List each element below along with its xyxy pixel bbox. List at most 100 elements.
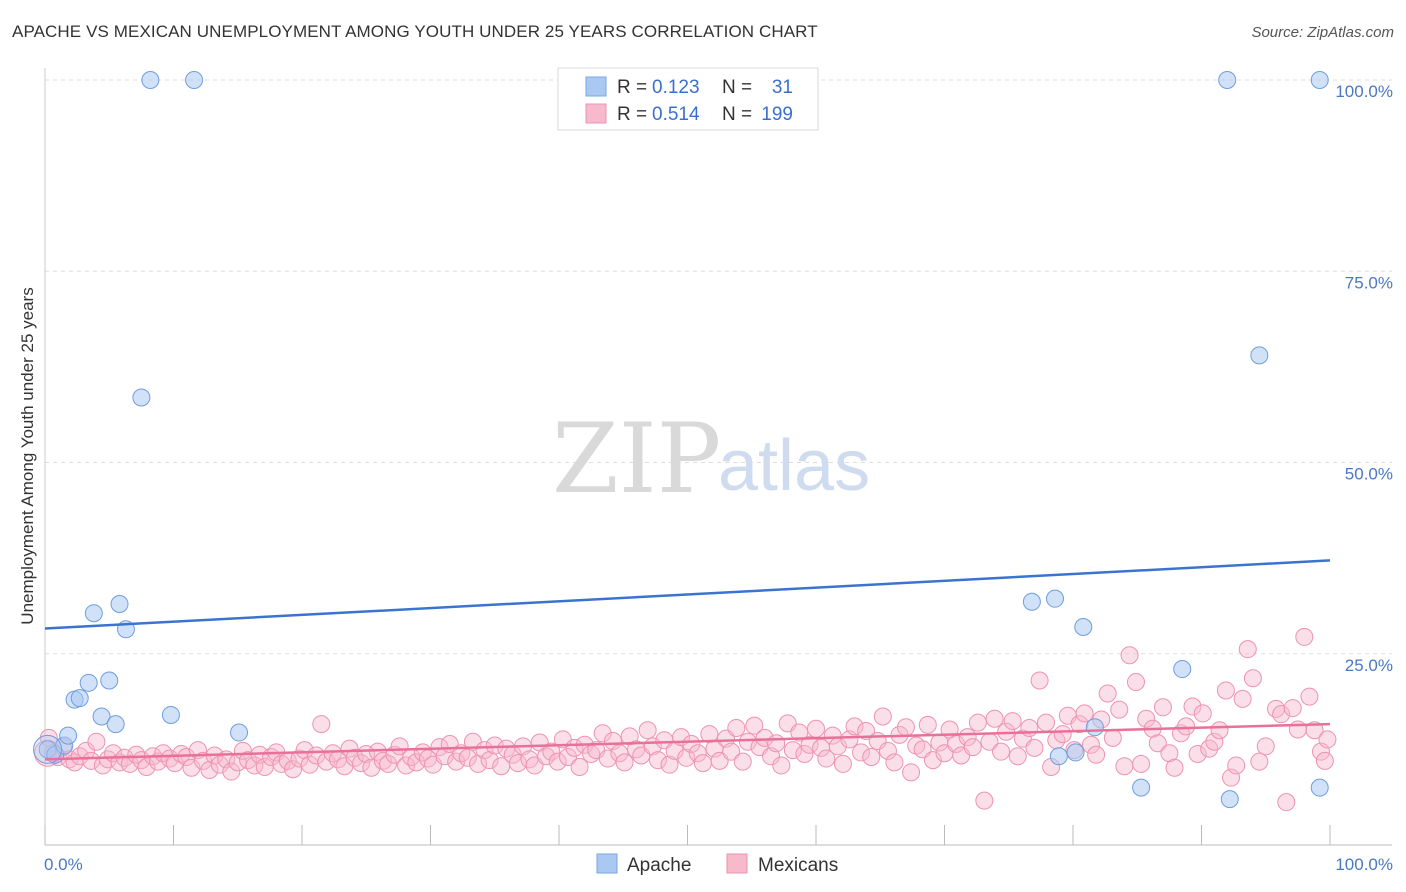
apache-point [79, 673, 98, 692]
mexicans-point [660, 755, 679, 774]
apache-point [1074, 617, 1093, 636]
mexicans-point [1227, 756, 1246, 775]
mexicans-point [1008, 747, 1027, 766]
mexicans-point [458, 748, 477, 767]
mexicans-point [923, 751, 942, 770]
mexicans-point [688, 744, 707, 763]
watermark: ZIP atlas [552, 403, 870, 515]
bottom-legend-swatch-mexicans [726, 853, 748, 874]
mexicans-point [722, 742, 741, 761]
tick-labels: 100.0% 75.0% 50.0% 25.0% 0.0% 100.0% [44, 82, 1393, 874]
mexicans-point [1081, 735, 1100, 754]
apache-point [1049, 747, 1068, 766]
apache-point [70, 689, 89, 708]
apache-point [84, 604, 103, 623]
mexicans-point [284, 760, 303, 779]
y-tick-label: 25.0% [1345, 656, 1393, 675]
mexicans-point [1183, 697, 1202, 716]
bottom-legend-label-apache: Apache [627, 855, 691, 876]
apache-point [1250, 346, 1269, 365]
legend: R = 0.123 N = 31 R = 0.514 N = 199 [557, 67, 819, 131]
mexicans-point [177, 748, 196, 767]
mexicans-point [1025, 738, 1044, 757]
mexicans-point [727, 718, 746, 737]
mexicans-point [755, 728, 774, 747]
mexicans-point [1103, 728, 1122, 747]
mexicans-point [1087, 745, 1106, 764]
legend-n-value-apache: 31 [772, 77, 793, 98]
apache-point [185, 71, 204, 89]
mexicans-point [447, 752, 466, 771]
watermark-atlas: atlas [718, 426, 870, 506]
mexicans-trend-line [44, 722, 1331, 761]
mexicans-point [1216, 681, 1235, 700]
watermark-zip: ZIP [552, 403, 721, 515]
mexicans-point [878, 741, 897, 760]
mexicans-point [1188, 744, 1207, 763]
mexicans-point [620, 727, 639, 746]
mexicans-point [475, 741, 494, 760]
axes [44, 68, 1392, 846]
mexicans-point [1132, 754, 1151, 773]
mexicans-point [790, 723, 809, 742]
apache-point [132, 388, 151, 407]
legend-swatch-apache [585, 76, 607, 97]
mexicans-point [1110, 700, 1129, 719]
apache-point [1132, 778, 1151, 797]
mexicans-point [1053, 725, 1072, 744]
chart-title: APACHE VS MEXICAN UNEMPLOYMENT AMONG YOU… [12, 22, 818, 41]
mexicans-point [693, 754, 712, 773]
mexicans-point [373, 751, 392, 770]
mexicans-point [1205, 732, 1224, 751]
mexicans-point [772, 756, 791, 775]
y-axis-label: Unemployment Among Youth under 25 years [18, 287, 37, 624]
x-tick-label: 0.0% [44, 855, 83, 874]
mexicans-point [738, 732, 757, 751]
apache-point [100, 671, 119, 690]
mexicans-point [1277, 793, 1296, 812]
y-tick-label: 75.0% [1345, 273, 1393, 292]
mexicans-point [677, 748, 696, 767]
mexicans-point [615, 753, 634, 772]
mexicans-point [194, 751, 213, 770]
mexicans-point [87, 732, 106, 751]
apache-point [161, 705, 180, 724]
legend-r-value-apache: 0.123 [652, 77, 700, 98]
mexicans-point [963, 738, 982, 757]
mexicans-point [1243, 669, 1262, 688]
mexicans-point [1165, 758, 1184, 777]
apache-trend-line [44, 559, 1331, 630]
mexicans-point [851, 743, 870, 762]
mexicans-point [1148, 734, 1167, 753]
apache-point [110, 595, 129, 614]
y-tick-label: 50.0% [1345, 465, 1393, 484]
legend-r-label-apache: R = [617, 77, 647, 98]
mexicans-point [542, 742, 561, 761]
mexicans-point [1120, 646, 1139, 665]
mexicans-point [885, 753, 904, 772]
apache-point [106, 715, 125, 734]
apache-point [92, 707, 111, 726]
mexicans-point [593, 724, 612, 743]
trend-lines [44, 559, 1331, 761]
mexicans-point [1153, 698, 1172, 717]
mexicans-point [745, 716, 764, 735]
mexicans-point [968, 713, 987, 732]
mexicans-point [700, 725, 719, 744]
apache-point [1046, 589, 1065, 608]
mexicans-point [985, 709, 1004, 728]
mexicans-point [648, 751, 667, 770]
mexicans-point [1283, 699, 1302, 718]
bottom-legend-label-mexicans: Mexicans [758, 855, 838, 876]
mexicans-point [1272, 705, 1291, 724]
mexicans-point [1233, 689, 1252, 708]
mexicans-point [1210, 721, 1229, 740]
bottom-legend: Apache Mexicans [596, 853, 838, 876]
mexicans-point [733, 752, 752, 771]
legend-swatch-mexicans [585, 103, 607, 124]
mexicans-point [397, 756, 416, 775]
mexicans-point [857, 722, 876, 741]
mexicans-point [795, 744, 814, 763]
mexicans-point [379, 754, 398, 773]
mexicans-point [548, 752, 567, 771]
